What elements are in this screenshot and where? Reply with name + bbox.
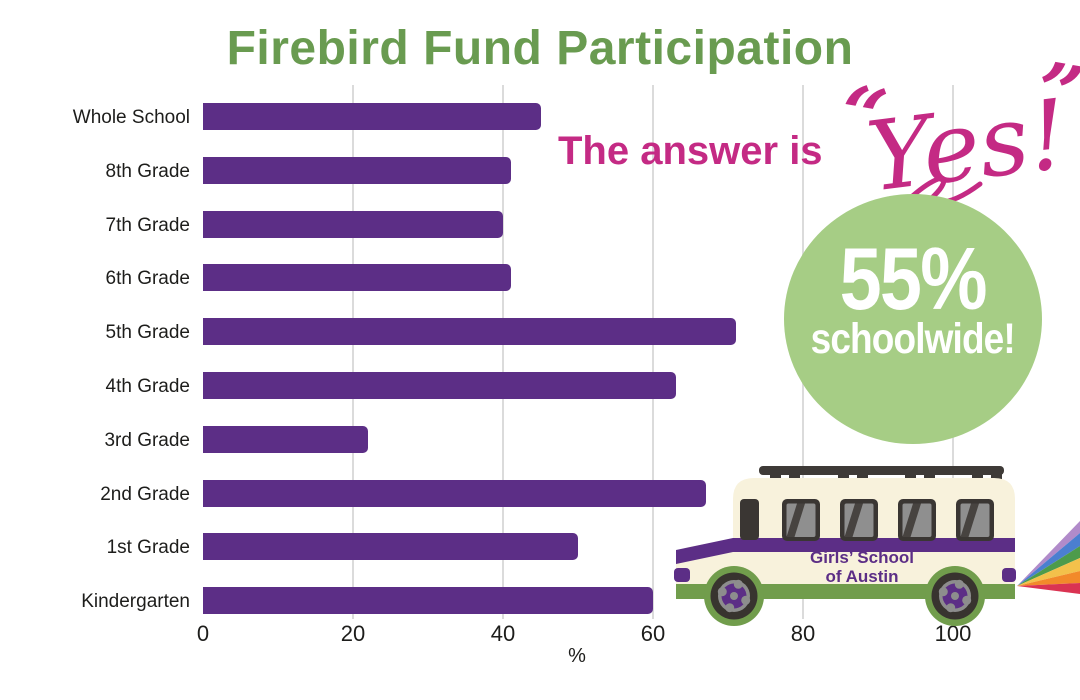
bar bbox=[203, 156, 511, 184]
x-tick-label: 80 bbox=[790, 621, 816, 646]
bar-label: 8th Grade bbox=[105, 160, 191, 182]
bar bbox=[203, 103, 541, 130]
bar bbox=[203, 318, 736, 346]
door-window bbox=[740, 499, 759, 540]
bar bbox=[203, 533, 578, 561]
gridline-20 bbox=[352, 85, 354, 619]
badge-text: 55% schoolwide! bbox=[810, 229, 1016, 363]
x-tick-label: 0 bbox=[196, 621, 210, 646]
bus-text-line2: of Austin bbox=[825, 567, 898, 586]
rear-wheel-icon bbox=[925, 566, 985, 626]
bus-window bbox=[840, 499, 878, 541]
badge-caption: schoolwide! bbox=[810, 315, 1016, 363]
bar-label: 3rd Grade bbox=[104, 429, 190, 451]
school-bus-illustration: Girls’ School of Austin bbox=[674, 466, 1080, 626]
bus-text-line1: Girls’ School bbox=[810, 548, 914, 567]
bar-label: 6th Grade bbox=[105, 268, 191, 290]
rainbow-stripe-yellow bbox=[1017, 558, 1080, 586]
x-tick-label: 60 bbox=[640, 621, 666, 646]
bus-stripe bbox=[676, 538, 1015, 564]
bar bbox=[203, 264, 511, 292]
bar-label: 4th Grade bbox=[105, 376, 191, 397]
gridline-40 bbox=[502, 85, 504, 619]
badge-percent: 55% bbox=[839, 229, 988, 328]
bus-window bbox=[898, 499, 936, 541]
bar bbox=[203, 587, 653, 615]
bar bbox=[203, 372, 676, 399]
bus-window bbox=[956, 499, 994, 541]
front-wheel-icon bbox=[704, 566, 764, 626]
annotation-text: The answer is bbox=[558, 129, 823, 173]
rainbow-stripe-green bbox=[1017, 546, 1080, 586]
bar-label: 5th Grade bbox=[105, 322, 191, 344]
bar-label: Kindergarten bbox=[81, 591, 190, 613]
bar bbox=[203, 425, 368, 453]
page-title: Firebird Fund Participation bbox=[226, 22, 854, 75]
bar bbox=[203, 479, 706, 507]
bus-window bbox=[782, 499, 820, 541]
x-axis-label: % bbox=[568, 645, 586, 667]
rainbow-stripe-purple bbox=[1017, 521, 1080, 586]
yes-script-graphic: “ Yes! ” bbox=[833, 45, 1080, 214]
bar-label: 1st Grade bbox=[106, 537, 190, 559]
x-tick-label: 40 bbox=[490, 621, 516, 646]
x-tick-label: 20 bbox=[340, 621, 366, 646]
rear-light bbox=[1002, 568, 1016, 582]
rainbow-stripe-red bbox=[1017, 583, 1080, 594]
gridline-60 bbox=[652, 85, 654, 619]
rainbow-stripe-blue bbox=[1017, 533, 1080, 586]
rainbow-stripe-orange bbox=[1017, 571, 1080, 586]
rainbow-icon bbox=[1017, 521, 1080, 594]
bar-label: 2nd Grade bbox=[100, 483, 190, 505]
front-light bbox=[674, 568, 690, 582]
bar-label: Whole School bbox=[72, 107, 190, 128]
bar-label: 7th Grade bbox=[105, 214, 191, 236]
bus-windows bbox=[782, 499, 994, 541]
badge-circle: 55% schoolwide! bbox=[784, 194, 1042, 444]
bar bbox=[203, 210, 503, 238]
